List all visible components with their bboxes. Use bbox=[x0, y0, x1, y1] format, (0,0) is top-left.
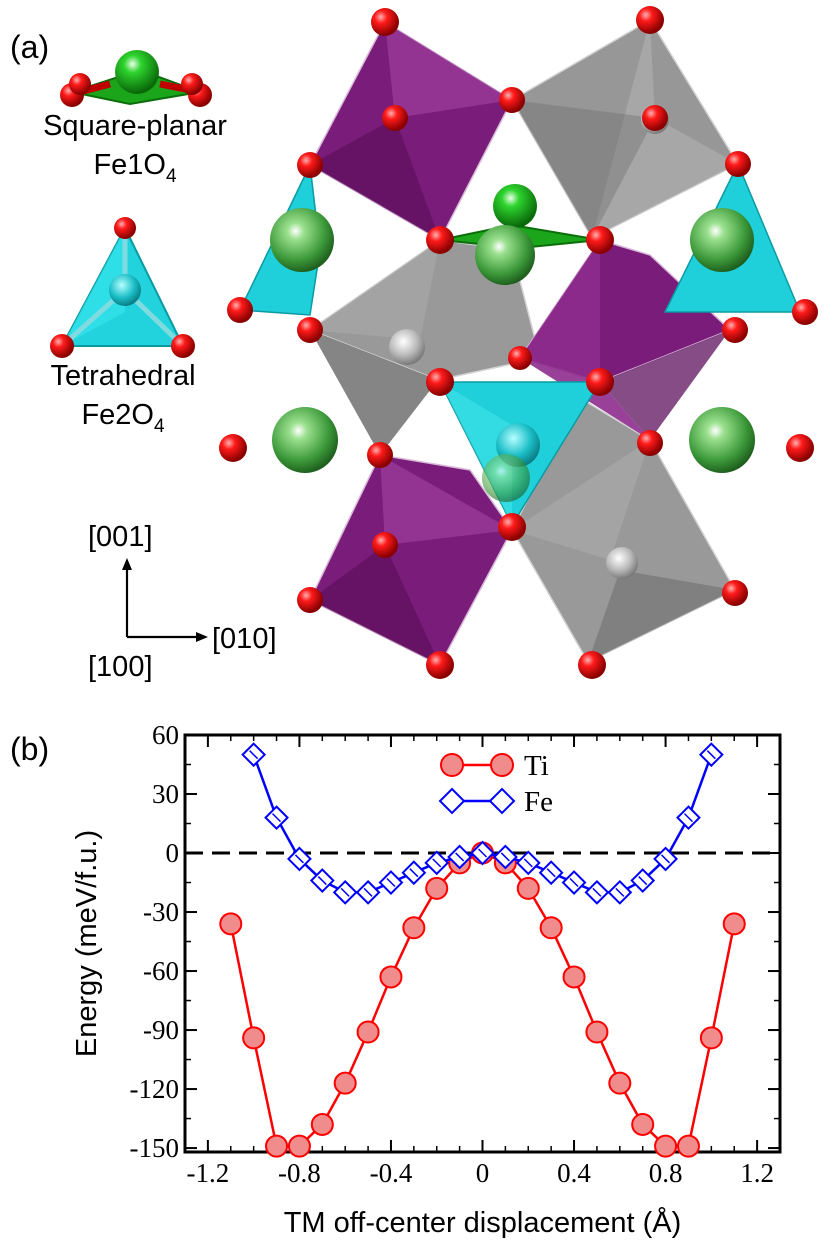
y-tick-label: 30 bbox=[152, 779, 179, 809]
data-point-hatch bbox=[523, 858, 533, 868]
ba-atom bbox=[270, 208, 334, 272]
data-point-hatch bbox=[317, 876, 327, 886]
plot-frame bbox=[183, 733, 782, 1154]
oxygen-atoms bbox=[219, 6, 818, 679]
data-point-hatch bbox=[661, 854, 671, 864]
axis-001-label: [001] bbox=[88, 521, 153, 553]
legend-marker-fe bbox=[488, 787, 516, 815]
data-point-hatch bbox=[706, 750, 716, 760]
data-point-hatch bbox=[455, 852, 465, 862]
data-point-hatch bbox=[683, 813, 693, 823]
data-point-hatch bbox=[340, 887, 350, 897]
tetrahedral-label: Tetrahedral bbox=[50, 360, 195, 392]
square-planar-formula: Fe1O4 bbox=[93, 149, 177, 187]
tetrahedral-formula: Fe2O4 bbox=[81, 399, 165, 437]
square-planar-label: Square-planar bbox=[43, 110, 227, 142]
x-tick-label: 1.2 bbox=[740, 1158, 774, 1188]
x-tick-label: 0.8 bbox=[649, 1158, 683, 1188]
x-tick-label: 0.4 bbox=[557, 1158, 591, 1188]
data-point-hatch bbox=[432, 858, 442, 868]
ba-atom bbox=[482, 454, 530, 502]
panel-a: (a) Square-planar Fe1O4 Tetrahedral bbox=[10, 6, 818, 683]
ba-atom bbox=[272, 407, 338, 473]
tetrahedral-formula-main: Fe2O bbox=[81, 399, 154, 431]
y-tick-label: -60 bbox=[143, 956, 179, 986]
x-tick-label: 0 bbox=[476, 1158, 490, 1188]
panel-b: (b) 60 30 0 -30 -60 -90 -120 -150-1.2 -0.8 -0.4 0 0… bbox=[10, 720, 782, 1239]
data-point-ti bbox=[539, 916, 563, 940]
energy-chart: 60 30 0 -30 -60 -90 -120 -150-1.2 -0.8 -0.4 0 0.4 0.… bbox=[71, 720, 782, 1239]
data-point-ti bbox=[631, 1112, 655, 1136]
legend-label-fe: Fe bbox=[524, 786, 553, 818]
data-point-ti bbox=[333, 1071, 357, 1095]
x-tick-label: -0.4 bbox=[370, 1158, 413, 1188]
data-point-ti bbox=[379, 965, 403, 989]
data-point-hatch bbox=[638, 876, 648, 886]
data-point-ti bbox=[265, 1134, 289, 1158]
data-point-ti bbox=[654, 1134, 678, 1158]
y-tick-label: 60 bbox=[152, 720, 179, 750]
data-point-ti bbox=[425, 876, 449, 900]
legend-marker-fe bbox=[438, 787, 466, 815]
y-tick-label: 0 bbox=[166, 838, 180, 868]
tetrahedral-formula-sub: 4 bbox=[154, 416, 165, 437]
data-point-hatch bbox=[477, 848, 488, 858]
data-point-ti bbox=[676, 1134, 700, 1158]
data-point-ti bbox=[585, 1020, 609, 1044]
axis-010-label: [010] bbox=[212, 623, 277, 655]
crystal-structure bbox=[219, 6, 818, 679]
ti-atom bbox=[389, 329, 425, 365]
ba-atom bbox=[689, 407, 755, 473]
y-tick-label: -30 bbox=[143, 897, 179, 927]
legend-label-ti: Ti bbox=[524, 750, 549, 782]
data-point-hatch bbox=[409, 868, 419, 878]
legend-marker-ti bbox=[440, 753, 464, 777]
x-tick-label: -1.2 bbox=[187, 1158, 230, 1188]
data-point-hatch bbox=[294, 854, 304, 864]
data-point-ti bbox=[608, 1071, 632, 1095]
panel-a-label: (a) bbox=[10, 29, 49, 65]
data-point-ti bbox=[242, 1026, 266, 1050]
data-point-hatch bbox=[500, 852, 510, 862]
square-planar-icon bbox=[60, 50, 212, 107]
data-point-ti bbox=[402, 916, 426, 940]
y-axis-label: Energy (meV/f.u.) bbox=[71, 830, 103, 1057]
data-point-hatch bbox=[615, 887, 625, 897]
data-point-hatch bbox=[592, 887, 602, 897]
data-point-ti bbox=[699, 1026, 723, 1050]
data-point-hatch bbox=[249, 750, 259, 760]
fe1-atom bbox=[493, 184, 537, 228]
data-point-ti bbox=[722, 912, 746, 936]
data-point-hatch bbox=[569, 877, 579, 888]
panel-b-label: (b) bbox=[10, 731, 49, 767]
data-point-hatch bbox=[386, 877, 396, 888]
y-tick-label: -120 bbox=[130, 1074, 180, 1104]
data-point-ti bbox=[356, 1020, 380, 1044]
data-point-ti bbox=[219, 912, 243, 936]
ba-atom bbox=[690, 208, 754, 272]
data-point-ti bbox=[310, 1112, 334, 1136]
legend-marker-ti bbox=[490, 753, 514, 777]
y-tick-label: -90 bbox=[143, 1015, 179, 1045]
square-planar-formula-main: Fe1O bbox=[93, 149, 166, 181]
data-point-hatch bbox=[546, 868, 556, 878]
axes-indicator bbox=[122, 558, 208, 642]
series-line-ti bbox=[229, 851, 736, 1148]
x-tick-label: -0.8 bbox=[278, 1158, 321, 1188]
square-planar-formula-sub: 4 bbox=[166, 166, 177, 187]
y-tick-label: -150 bbox=[130, 1133, 180, 1163]
data-point-hatch bbox=[363, 887, 373, 897]
tetrahedral-icon bbox=[50, 217, 195, 358]
ti-atom bbox=[606, 547, 638, 579]
axis-100-label: [100] bbox=[88, 651, 153, 683]
x-axis-label: TM off-center displacement (Å) bbox=[284, 1206, 682, 1239]
data-point-ti bbox=[287, 1134, 311, 1158]
data-point-hatch bbox=[272, 813, 282, 823]
data-point-ti bbox=[562, 965, 586, 989]
ba-atom bbox=[475, 225, 535, 285]
data-point-ti bbox=[516, 876, 540, 900]
